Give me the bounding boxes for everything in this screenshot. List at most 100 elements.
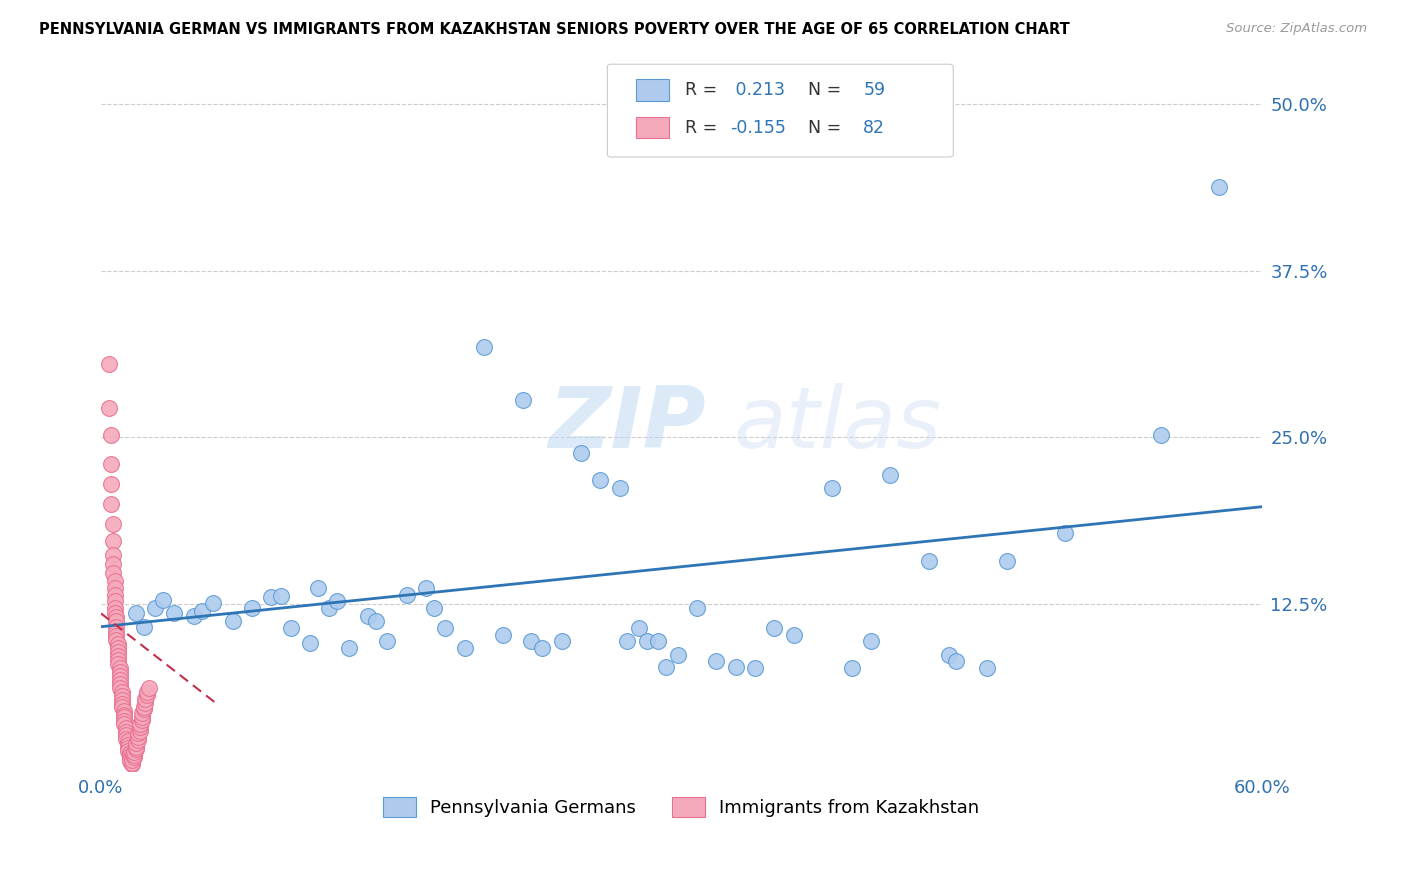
Point bbox=[103, 588, 125, 602]
Point bbox=[190, 604, 212, 618]
Point bbox=[163, 607, 186, 621]
Point bbox=[112, 707, 135, 722]
Point bbox=[115, 725, 138, 739]
Legend: Pennsylvania Germans, Immigrants from Kazakhstan: Pennsylvania Germans, Immigrants from Ka… bbox=[377, 789, 987, 824]
Point bbox=[128, 723, 150, 738]
Point bbox=[364, 615, 387, 629]
Point bbox=[115, 728, 138, 742]
Point bbox=[110, 669, 132, 683]
Point bbox=[101, 548, 124, 562]
Point bbox=[202, 596, 225, 610]
Text: N =: N = bbox=[797, 119, 846, 136]
Point bbox=[1208, 179, 1230, 194]
Point bbox=[103, 574, 125, 589]
Point bbox=[107, 637, 129, 651]
Point bbox=[105, 629, 128, 643]
Point bbox=[434, 621, 457, 635]
Point bbox=[152, 593, 174, 607]
Point bbox=[105, 633, 128, 648]
Text: R =: R = bbox=[685, 119, 723, 136]
Point bbox=[132, 620, 155, 634]
Point bbox=[686, 601, 709, 615]
Point bbox=[134, 691, 156, 706]
Point bbox=[724, 659, 747, 673]
Point bbox=[1150, 427, 1173, 442]
Point bbox=[326, 594, 349, 608]
Point bbox=[131, 706, 153, 721]
Point bbox=[117, 744, 139, 758]
Text: atlas: atlas bbox=[734, 383, 942, 466]
Point bbox=[132, 699, 155, 714]
Point bbox=[415, 581, 437, 595]
Text: R =: R = bbox=[685, 81, 723, 99]
Point bbox=[512, 393, 534, 408]
Point bbox=[307, 581, 329, 595]
Point bbox=[938, 648, 960, 662]
Point bbox=[550, 634, 572, 648]
Point bbox=[132, 702, 155, 716]
Point bbox=[100, 457, 122, 471]
Point bbox=[472, 340, 495, 354]
Point bbox=[423, 601, 446, 615]
Point bbox=[107, 645, 129, 659]
Point bbox=[100, 427, 122, 442]
Point bbox=[783, 628, 806, 642]
Point bbox=[112, 714, 135, 729]
Point bbox=[100, 477, 122, 491]
Point bbox=[821, 481, 844, 495]
Point bbox=[97, 401, 120, 415]
Point bbox=[118, 755, 141, 769]
Point bbox=[454, 641, 477, 656]
Point bbox=[860, 634, 883, 648]
Point bbox=[121, 753, 143, 767]
Point bbox=[945, 654, 967, 668]
Point bbox=[101, 557, 124, 571]
Point bbox=[136, 688, 159, 702]
Point bbox=[136, 685, 159, 699]
Text: 59: 59 bbox=[863, 81, 886, 99]
Point bbox=[636, 634, 658, 648]
Point bbox=[127, 733, 149, 747]
Point bbox=[105, 620, 128, 634]
Point bbox=[131, 713, 153, 727]
Point bbox=[337, 641, 360, 656]
Point bbox=[111, 693, 134, 707]
Point bbox=[118, 749, 141, 764]
Point bbox=[110, 673, 132, 687]
Point bbox=[666, 648, 689, 662]
Point bbox=[105, 615, 128, 629]
Point bbox=[125, 742, 148, 756]
Point bbox=[125, 739, 148, 754]
Point bbox=[110, 677, 132, 691]
Point bbox=[131, 710, 153, 724]
Point bbox=[221, 615, 243, 629]
Point bbox=[879, 467, 901, 482]
Point bbox=[100, 497, 122, 511]
Point bbox=[298, 636, 321, 650]
Text: -0.155: -0.155 bbox=[730, 119, 786, 136]
Point bbox=[115, 731, 138, 746]
Point bbox=[127, 726, 149, 740]
Point bbox=[260, 591, 283, 605]
Point bbox=[183, 609, 205, 624]
Point bbox=[101, 566, 124, 581]
Point bbox=[103, 581, 125, 595]
Point bbox=[134, 696, 156, 710]
Text: N =: N = bbox=[797, 81, 846, 99]
Text: Source: ZipAtlas.com: Source: ZipAtlas.com bbox=[1226, 22, 1367, 36]
Point bbox=[107, 641, 129, 656]
Point bbox=[103, 594, 125, 608]
Point bbox=[111, 699, 134, 714]
Point bbox=[143, 601, 166, 615]
Point bbox=[105, 610, 128, 624]
Point bbox=[103, 607, 125, 621]
Point bbox=[118, 747, 141, 761]
Point bbox=[107, 657, 129, 671]
Point bbox=[128, 720, 150, 734]
Point bbox=[976, 661, 998, 675]
Point bbox=[240, 601, 263, 615]
Point bbox=[395, 588, 418, 602]
Point bbox=[616, 634, 638, 648]
Point bbox=[121, 756, 143, 770]
Point bbox=[122, 745, 145, 759]
